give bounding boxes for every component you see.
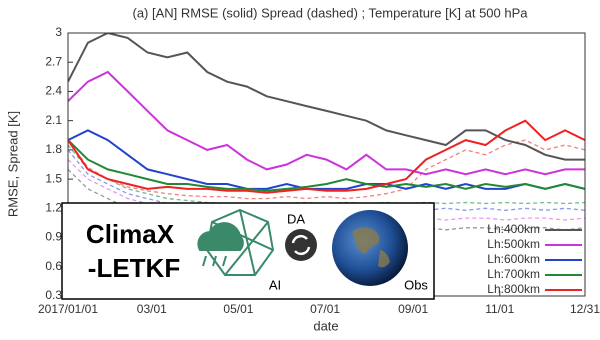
overlay-label: Obs — [404, 277, 428, 292]
y-tick-label: 0.6 — [45, 259, 62, 273]
y-tick-label: 1.8 — [45, 142, 62, 156]
x-tick-label: 12/31 — [570, 302, 600, 316]
legend-label: Lh:400km — [487, 222, 540, 236]
rmse-line — [68, 119, 585, 194]
x-tick-label: 05/01 — [223, 302, 253, 316]
earth-land — [352, 227, 390, 268]
y-tick-label: 1.2 — [45, 201, 62, 215]
rmse-line — [68, 139, 585, 192]
y-tick-label: 2.7 — [45, 54, 62, 68]
y-tick-label: 0.3 — [45, 288, 62, 302]
rmse-line — [68, 33, 585, 161]
y-tick-label: 2.4 — [45, 84, 62, 98]
spread-line — [68, 139, 585, 200]
ai-icon — [197, 208, 275, 276]
x-tick-label: 03/01 — [137, 302, 167, 316]
legend-label: Lh:600km — [487, 252, 540, 266]
cycle-arrows — [291, 234, 311, 256]
x-tick-label: 09/01 — [398, 302, 428, 316]
overlay-graphic: ClimaX -LETKF DA AI Obs — [61, 202, 435, 300]
y-tick-label: 3 — [55, 25, 62, 39]
rmse-line — [68, 70, 585, 176]
legend-label: Lh:800km — [487, 282, 540, 296]
x-axis-label: date — [313, 318, 338, 333]
y-axis-label: RMSE, Spread [K] — [5, 111, 20, 217]
x-tick-label: 11/01 — [485, 302, 514, 316]
overlay-title: ClimaX — [86, 219, 175, 249]
y-tick-label: 2.1 — [45, 113, 62, 127]
x-tick-label: 2017/01/01 — [38, 302, 98, 316]
rmse-line — [68, 129, 585, 190]
overlay-label: AI — [269, 277, 281, 292]
y-tick-label: 1.5 — [45, 171, 62, 185]
overlay-title: -LETKF — [88, 253, 180, 283]
chart-title: (a) [AN] RMSE (solid) Spread (dashed) ; … — [133, 5, 529, 20]
y-tick-label: 0.9 — [45, 230, 62, 244]
cycle-icon — [285, 229, 317, 261]
legend-label: Lh:700km — [487, 267, 540, 281]
overlay-label: DA — [287, 211, 305, 226]
legend-label: Lh:500km — [487, 237, 540, 251]
x-tick-label: 07/01 — [310, 302, 340, 316]
